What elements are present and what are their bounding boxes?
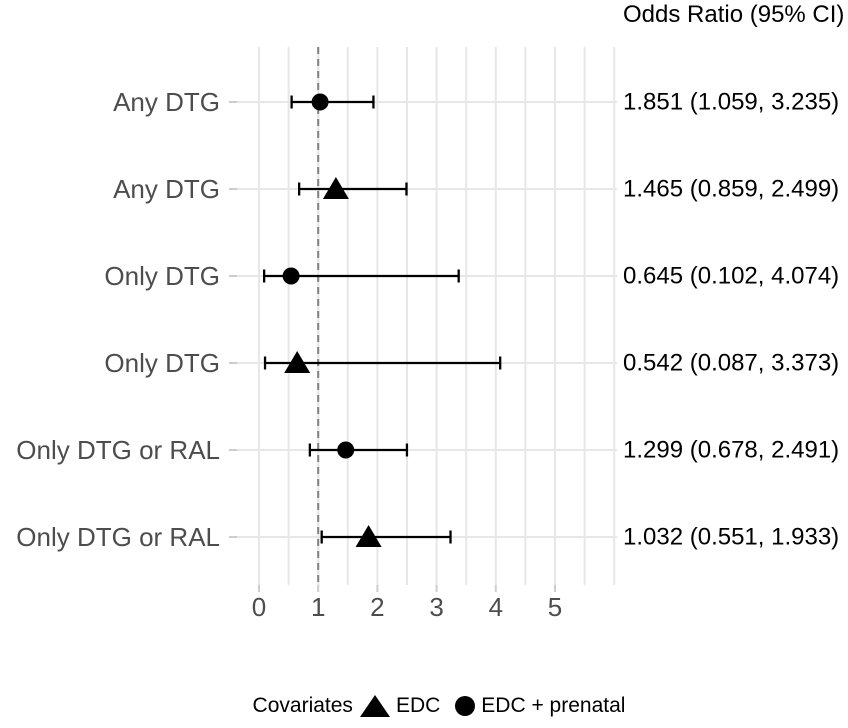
row-group-label: Only DTG or RAL bbox=[16, 435, 220, 465]
row-group-label: Only DTG bbox=[104, 261, 220, 291]
circle-icon bbox=[455, 696, 476, 716]
row-or-value: 1.851 (1.059, 3.235) bbox=[623, 89, 839, 116]
point-marker-triangle bbox=[284, 351, 311, 373]
legend-key-label: EDC + prenatal bbox=[481, 694, 626, 717]
row-or-value: 0.542 (0.087, 3.373) bbox=[623, 350, 839, 377]
or-column-title: Odds Ratio (95% CI) bbox=[623, 1, 845, 28]
triangle-icon bbox=[359, 695, 390, 717]
point-marker-triangle bbox=[355, 525, 382, 547]
x-tick-label: 5 bbox=[548, 592, 562, 622]
legend-title: Covariates bbox=[252, 694, 353, 717]
row-or-value: 1.032 (0.551, 1.933) bbox=[623, 524, 839, 551]
point-marker-circle bbox=[282, 267, 300, 285]
row-or-value: 1.465 (0.859, 2.499) bbox=[623, 176, 839, 203]
x-tick-label: 2 bbox=[370, 592, 384, 622]
x-tick-label: 3 bbox=[429, 592, 443, 622]
row-or-value: 1.299 (0.678, 2.491) bbox=[623, 437, 839, 464]
legend-key-edc: EDC bbox=[359, 694, 441, 718]
x-tick-label: 1 bbox=[311, 592, 325, 622]
row-group-label: Any DTG bbox=[113, 174, 220, 204]
row-group-label: Only DTG or RAL bbox=[16, 522, 220, 552]
row-group-label: Any DTG bbox=[113, 87, 220, 117]
legend-key-edc-prenatal: EDC + prenatal bbox=[455, 694, 625, 718]
point-marker-circle bbox=[311, 93, 329, 111]
row-or-value: 0.645 (0.102, 4.074) bbox=[623, 263, 839, 290]
point-marker-triangle bbox=[322, 177, 349, 199]
point-marker-circle bbox=[337, 441, 355, 459]
legend-key-label: EDC bbox=[395, 694, 441, 717]
x-tick-label: 0 bbox=[252, 592, 266, 622]
x-tick-label: 4 bbox=[489, 592, 503, 622]
row-group-label: Only DTG bbox=[104, 348, 220, 378]
covariates-legend: Covariates EDC EDC + prenatal bbox=[30, 694, 848, 718]
